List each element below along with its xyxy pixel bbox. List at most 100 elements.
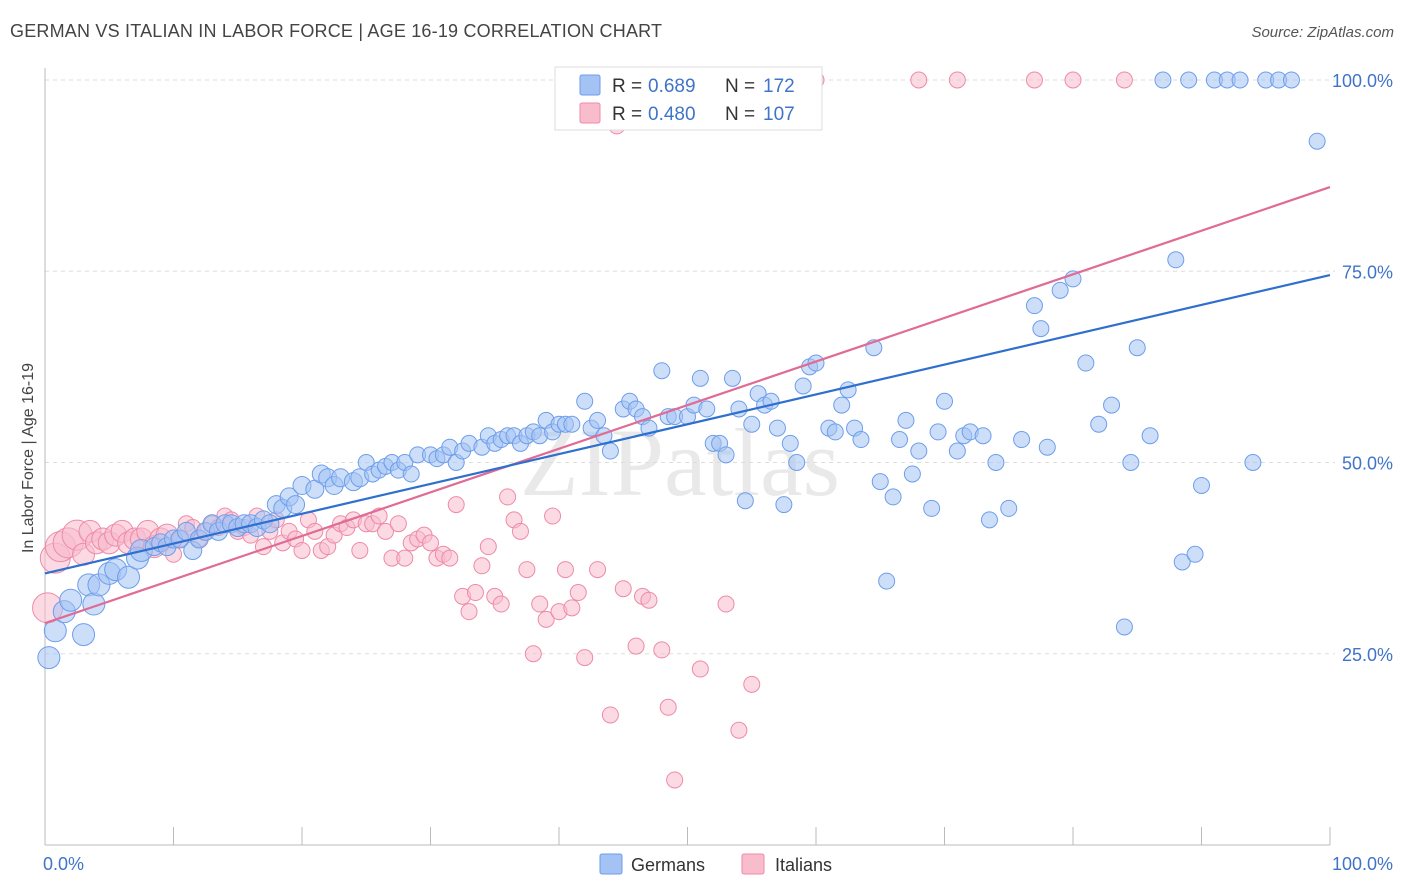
italians-point: [389, 515, 407, 533]
germans-point: [1193, 476, 1210, 494]
italians-point: [640, 591, 658, 609]
germans-point: [698, 400, 716, 418]
x-tick-labels: 0.0% 100.0%: [43, 854, 1393, 874]
italians-point: [653, 641, 671, 659]
germans-point: [923, 499, 941, 517]
chart-source: Source: ZipAtlas.com: [1251, 24, 1394, 41]
germans-point: [653, 362, 671, 380]
germans-point: [980, 511, 998, 529]
germans-point: [117, 565, 141, 589]
italians-point: [627, 637, 645, 655]
germans-point: [1077, 354, 1095, 372]
germans-point: [852, 431, 870, 449]
italians-point: [524, 645, 542, 663]
germans-point: [929, 423, 947, 441]
germans-point: [1231, 71, 1249, 89]
italians-r-value: 0.480: [648, 104, 696, 125]
germans-point: [1141, 427, 1159, 445]
germans-point: [402, 465, 420, 483]
italians-point: [441, 549, 459, 567]
italians-point: [601, 706, 619, 724]
italians-point: [730, 721, 748, 739]
germans-point: [286, 495, 306, 515]
italians-point: [422, 534, 439, 552]
germans-point: [1090, 415, 1108, 433]
italians-point: [351, 541, 369, 559]
germans-r-label: R =: [612, 76, 642, 97]
germans-n-label: N =: [725, 76, 755, 97]
germans-point: [987, 454, 1005, 471]
germans-point: [897, 411, 915, 429]
germans-point: [717, 446, 735, 464]
series-legend: Germans Italians: [599, 853, 832, 875]
x-tick-label: 100.0%: [1332, 854, 1393, 874]
germans-point: [59, 588, 83, 612]
germans-point: [736, 492, 754, 510]
germans-n-value: 172: [763, 76, 795, 97]
italians-point: [659, 698, 677, 716]
germans-point: [37, 646, 61, 670]
series-germans: [37, 71, 1326, 670]
italians-point: [511, 522, 529, 540]
italians-point: [447, 496, 465, 514]
germans-point: [936, 392, 953, 410]
y-tick-label: 100.0%: [1332, 71, 1393, 91]
italians-point: [499, 488, 517, 506]
germans-point: [826, 423, 844, 441]
italians-point: [1025, 71, 1043, 89]
germans-point: [1308, 132, 1326, 150]
italians-point: [569, 584, 587, 602]
germans-point: [1282, 71, 1300, 89]
italians-point: [1064, 71, 1082, 89]
germans-point: [974, 427, 992, 445]
x-tick-label: 0.0%: [43, 854, 84, 874]
germans-point: [743, 415, 761, 433]
italians-point: [531, 595, 549, 613]
germans-point: [1186, 545, 1204, 563]
italians-point: [589, 561, 607, 579]
italians-point: [1115, 71, 1133, 89]
germans-point: [589, 411, 607, 429]
italians-point: [492, 595, 510, 613]
germans-point: [775, 496, 793, 514]
italians-r-label: R =: [612, 104, 642, 125]
germans-point: [839, 381, 857, 399]
germans-swatch: [579, 74, 601, 96]
germans-point: [1167, 251, 1185, 269]
chart-title: GERMAN VS ITALIAN IN LABOR FORCE | AGE 1…: [10, 21, 663, 41]
germans-point: [1103, 396, 1121, 414]
italians-point: [948, 71, 966, 89]
legend-italians-label: Italians: [775, 855, 832, 875]
italians-point: [473, 557, 491, 575]
stats-legend: R = 0.689 N = 172 R = 0.480 N = 107: [554, 66, 823, 131]
italians-point: [563, 599, 581, 617]
germans-point: [72, 623, 96, 647]
germans-point: [903, 465, 921, 483]
germans-point: [781, 434, 799, 452]
germans-point: [1244, 454, 1262, 471]
germans-point: [878, 572, 896, 590]
germans-point: [833, 396, 851, 414]
germans-point: [601, 442, 619, 460]
germans-point: [891, 431, 909, 449]
germans-point: [1038, 438, 1056, 456]
germans-point: [768, 419, 786, 437]
italians-point: [518, 561, 536, 579]
y-tick-label: 25.0%: [1342, 645, 1393, 665]
italians-point: [293, 541, 311, 559]
y-axis-label: In Labor Force | Age 16-19: [20, 363, 37, 553]
germans-point: [910, 442, 928, 460]
italians-point: [479, 538, 497, 556]
germans-r-value: 0.689: [648, 76, 696, 97]
legend-germans-swatch: [599, 853, 623, 875]
italians-swatch: [579, 102, 601, 124]
germans-point: [1154, 71, 1172, 89]
italians-point: [466, 584, 484, 602]
legend-italians-swatch: [741, 853, 765, 875]
germans-point: [723, 369, 741, 387]
germans-point: [794, 377, 812, 395]
y-tick-label: 75.0%: [1342, 262, 1393, 282]
italians-point: [396, 549, 414, 567]
italians-point: [377, 522, 395, 540]
germans-point: [1122, 454, 1140, 471]
